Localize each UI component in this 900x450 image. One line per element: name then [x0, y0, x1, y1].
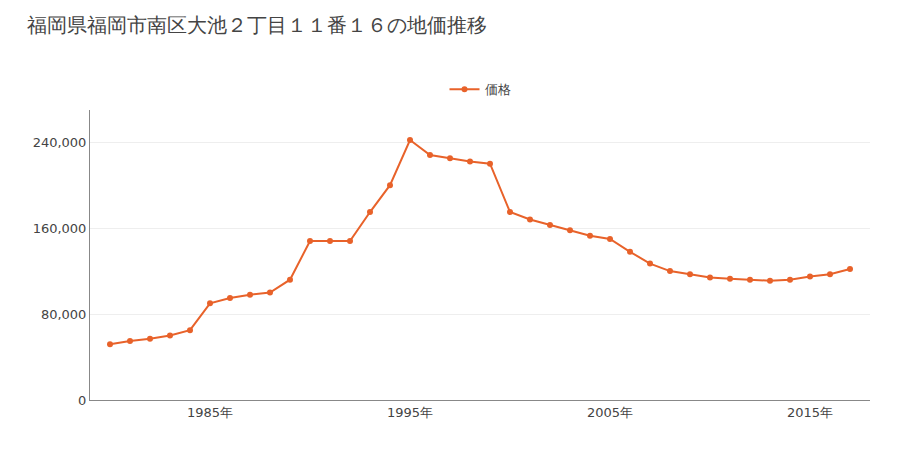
svg-text:0: 0	[78, 393, 86, 408]
svg-text:福岡県福岡市南区大池２丁目１１番１６の地価推移: 福岡県福岡市南区大池２丁目１１番１６の地価推移	[27, 13, 487, 37]
svg-text:2005年: 2005年	[587, 405, 633, 420]
svg-text:価格: 価格	[485, 82, 511, 97]
svg-text:2015年: 2015年	[787, 405, 833, 420]
svg-text:240,000: 240,000	[33, 135, 87, 150]
svg-text:80,000: 80,000	[41, 307, 87, 322]
svg-text:1985年: 1985年	[187, 405, 233, 420]
svg-text:160,000: 160,000	[33, 221, 87, 236]
svg-text:1995年: 1995年	[387, 405, 433, 420]
